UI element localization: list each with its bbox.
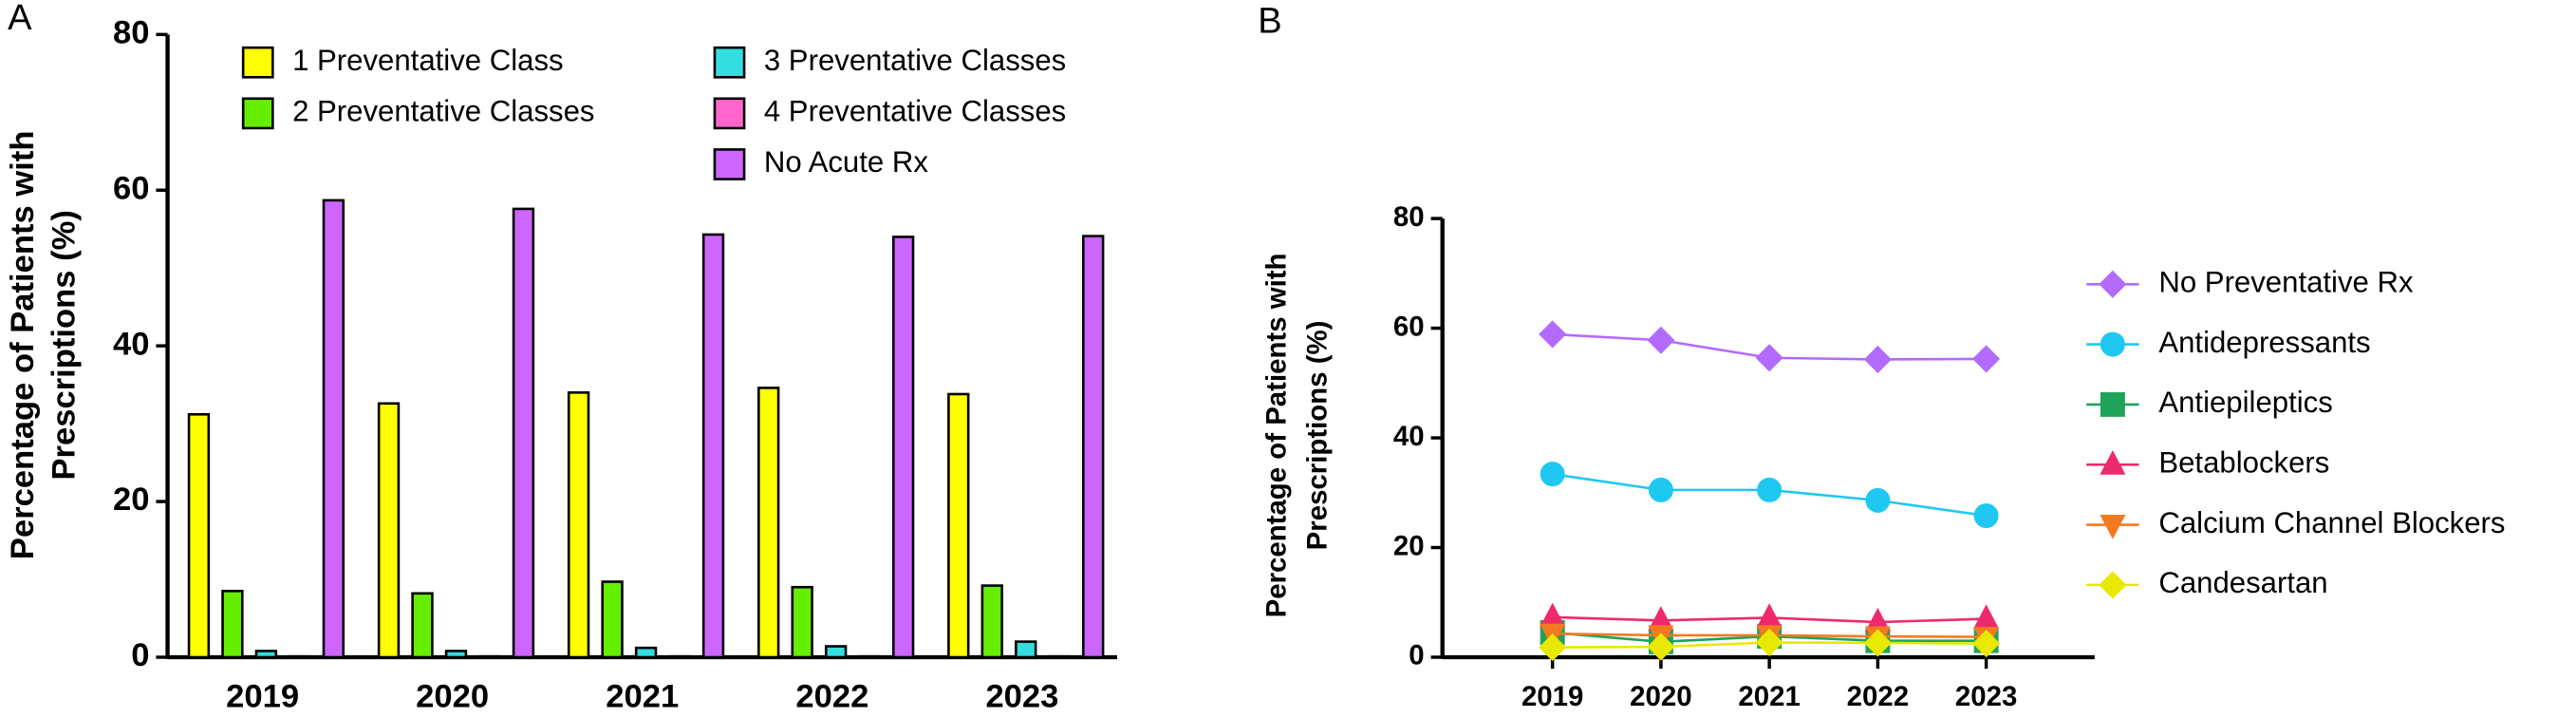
y-tick-label: 80 <box>1393 201 1425 233</box>
bar <box>891 236 915 659</box>
bar <box>478 654 501 659</box>
point <box>1973 604 2000 630</box>
legend-marker <box>2100 450 2126 475</box>
x-tick-label: 2019 <box>1521 681 1583 712</box>
y-tick-label: 0 <box>1409 640 1424 671</box>
x-tick-label: 2021 <box>606 678 679 714</box>
legend-marker <box>2099 571 2127 599</box>
bar <box>444 650 468 659</box>
point <box>1863 345 1892 374</box>
point <box>1540 462 1565 487</box>
y-tick-label: 40 <box>113 326 149 362</box>
legend-swatch <box>241 46 274 79</box>
legend-label: Antiepileptics <box>2158 386 2332 419</box>
x-tick-label: 2023 <box>1955 681 2017 712</box>
legend-swatch <box>713 148 746 180</box>
y-axis-label: Percentage of Patients with <box>1260 253 1292 617</box>
legend-swatch <box>713 46 746 79</box>
bar <box>1082 235 1105 659</box>
bar <box>221 590 244 659</box>
point <box>1540 602 1566 628</box>
x-tick-label: 2022 <box>1847 681 1909 712</box>
y-axis-label: Prescriptions (%) <box>1302 321 1334 551</box>
panel-label: B <box>1258 1 1281 41</box>
legend-marker <box>2100 391 2125 417</box>
legend-label: 2 Preventative Classes <box>292 95 594 128</box>
legend-label: No Acute Rx <box>764 145 928 179</box>
bar <box>824 645 848 659</box>
legend-marker <box>2100 515 2126 539</box>
point <box>1973 503 1999 529</box>
bar <box>947 392 970 659</box>
bar <box>601 580 624 659</box>
legend-marker <box>2099 270 2127 298</box>
point <box>1865 487 1891 513</box>
legend-marker <box>2100 331 2125 357</box>
point <box>1863 629 1892 657</box>
point <box>1972 345 2001 373</box>
y-tick-label: 20 <box>113 482 149 518</box>
x-tick-label: 2020 <box>1630 681 1691 712</box>
legend-label: Antidepressants <box>2158 326 2370 359</box>
bar <box>411 592 434 659</box>
bar <box>701 233 725 659</box>
legend-swatch <box>713 97 746 130</box>
point <box>1539 320 1567 349</box>
bar <box>1048 654 1071 659</box>
legend-label: 3 Preventative Classes <box>764 44 1066 77</box>
bar <box>668 654 691 659</box>
y-tick-label: 60 <box>113 170 149 206</box>
bar <box>322 198 345 659</box>
point <box>1648 477 1673 502</box>
legend-label: Betablockers <box>2158 445 2329 479</box>
x-tick-label: 2021 <box>1738 681 1800 712</box>
y-axis-label: Percentage of Patients with <box>5 130 41 559</box>
bar <box>187 412 211 659</box>
point <box>1647 633 1675 661</box>
legend-label: No Preventative Rx <box>2158 266 2414 299</box>
y-axis-label: Prescriptions (%) <box>46 210 82 480</box>
bar <box>377 402 401 659</box>
bar <box>289 654 311 659</box>
y-tick-label: 80 <box>113 14 149 50</box>
point <box>1756 603 1783 628</box>
legend-label: Calcium Channel Blockers <box>2158 506 2505 539</box>
y-tick-label: 20 <box>1393 530 1425 561</box>
bar <box>634 646 658 659</box>
point <box>1755 628 1783 656</box>
bar <box>512 207 535 659</box>
bar <box>980 584 1003 659</box>
legend-swatch <box>241 97 274 130</box>
panel-label: A <box>8 0 32 38</box>
point <box>1647 326 1675 354</box>
x-tick-label: 2020 <box>416 678 489 714</box>
bar <box>791 585 813 659</box>
legend-label: Candesartan <box>2158 566 2327 599</box>
x-tick-label: 2023 <box>985 678 1058 714</box>
bar <box>1015 640 1037 659</box>
x-tick-label: 2019 <box>226 678 299 714</box>
bar <box>858 654 881 659</box>
legend-label: 4 Preventative Classes <box>764 95 1066 128</box>
point <box>1972 630 2001 658</box>
bar <box>757 387 780 659</box>
y-tick-label: 40 <box>1393 421 1425 452</box>
point <box>1539 633 1567 662</box>
legend-label: 1 Preventative Class <box>292 44 564 77</box>
bar <box>567 391 590 659</box>
bar <box>254 650 278 659</box>
x-tick-label: 2022 <box>795 678 868 714</box>
y-tick-label: 60 <box>1393 311 1425 342</box>
y-tick-label: 0 <box>131 637 149 673</box>
point <box>1755 344 1783 372</box>
point <box>1757 477 1783 502</box>
